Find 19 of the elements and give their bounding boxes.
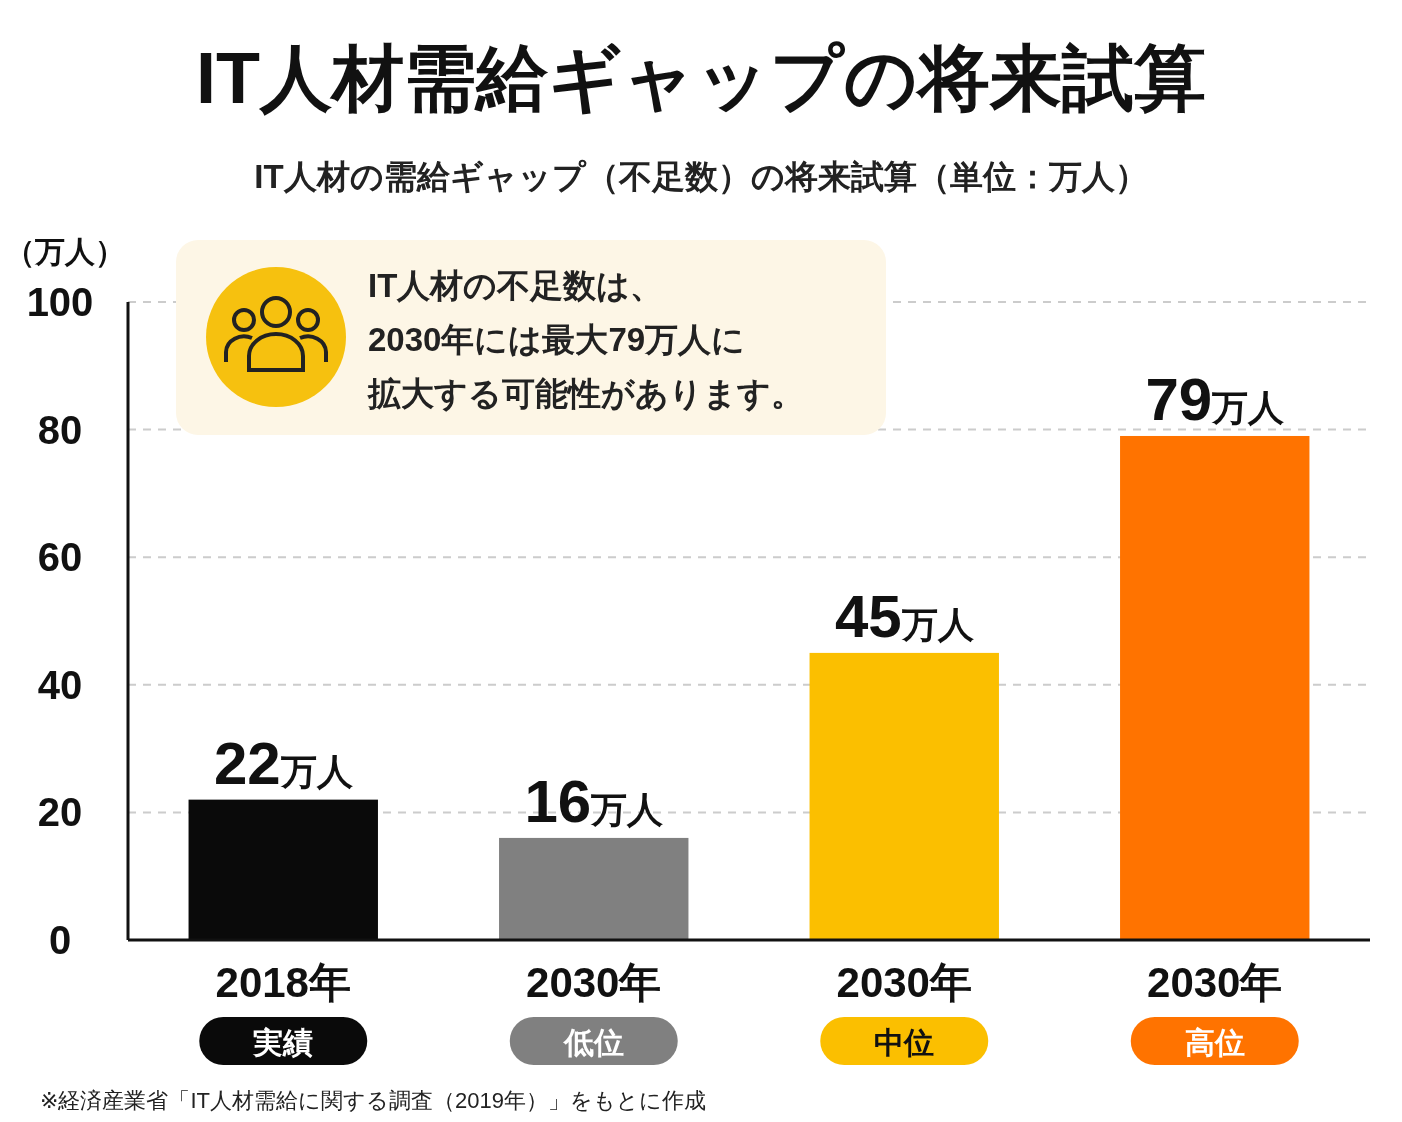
text: ※経済産業省「IT人材需給に関する調査（2019年）」をもとに作成 xyxy=(40,1088,706,1113)
data-label: 45万人 xyxy=(834,582,974,650)
y-axis-title: （万人） xyxy=(5,235,125,268)
y-tick-label: 100 xyxy=(26,280,94,324)
y-tick-label: 40 xyxy=(37,662,83,707)
y-tick-label: 80 xyxy=(37,407,83,452)
annotation: IT人材の不足数は、2030年には最大79万人に拡大する可能性があります。 xyxy=(367,267,804,412)
x-tick-label: 2030年低位 xyxy=(526,959,662,1059)
x-tick-label: 2018年実績 xyxy=(215,959,351,1059)
data-label: 22万人 xyxy=(213,729,353,797)
data-label: 79万人 xyxy=(1145,365,1285,433)
y-tick-label: 0 xyxy=(48,918,72,962)
x-tick-label: 2030年高位 xyxy=(1147,959,1283,1059)
chart-title: IT人材需給ギャップの将来試算 xyxy=(196,38,1206,118)
y-tick-label: 60 xyxy=(37,535,83,580)
chart-subtitle: IT人材の需給ギャップ（不足数）の将来試算（単位：万人） xyxy=(254,158,1148,195)
x-tick-label: 2030年中位 xyxy=(836,959,972,1059)
y-tick-label: 20 xyxy=(37,790,83,835)
data-label: 16万人 xyxy=(524,767,664,835)
